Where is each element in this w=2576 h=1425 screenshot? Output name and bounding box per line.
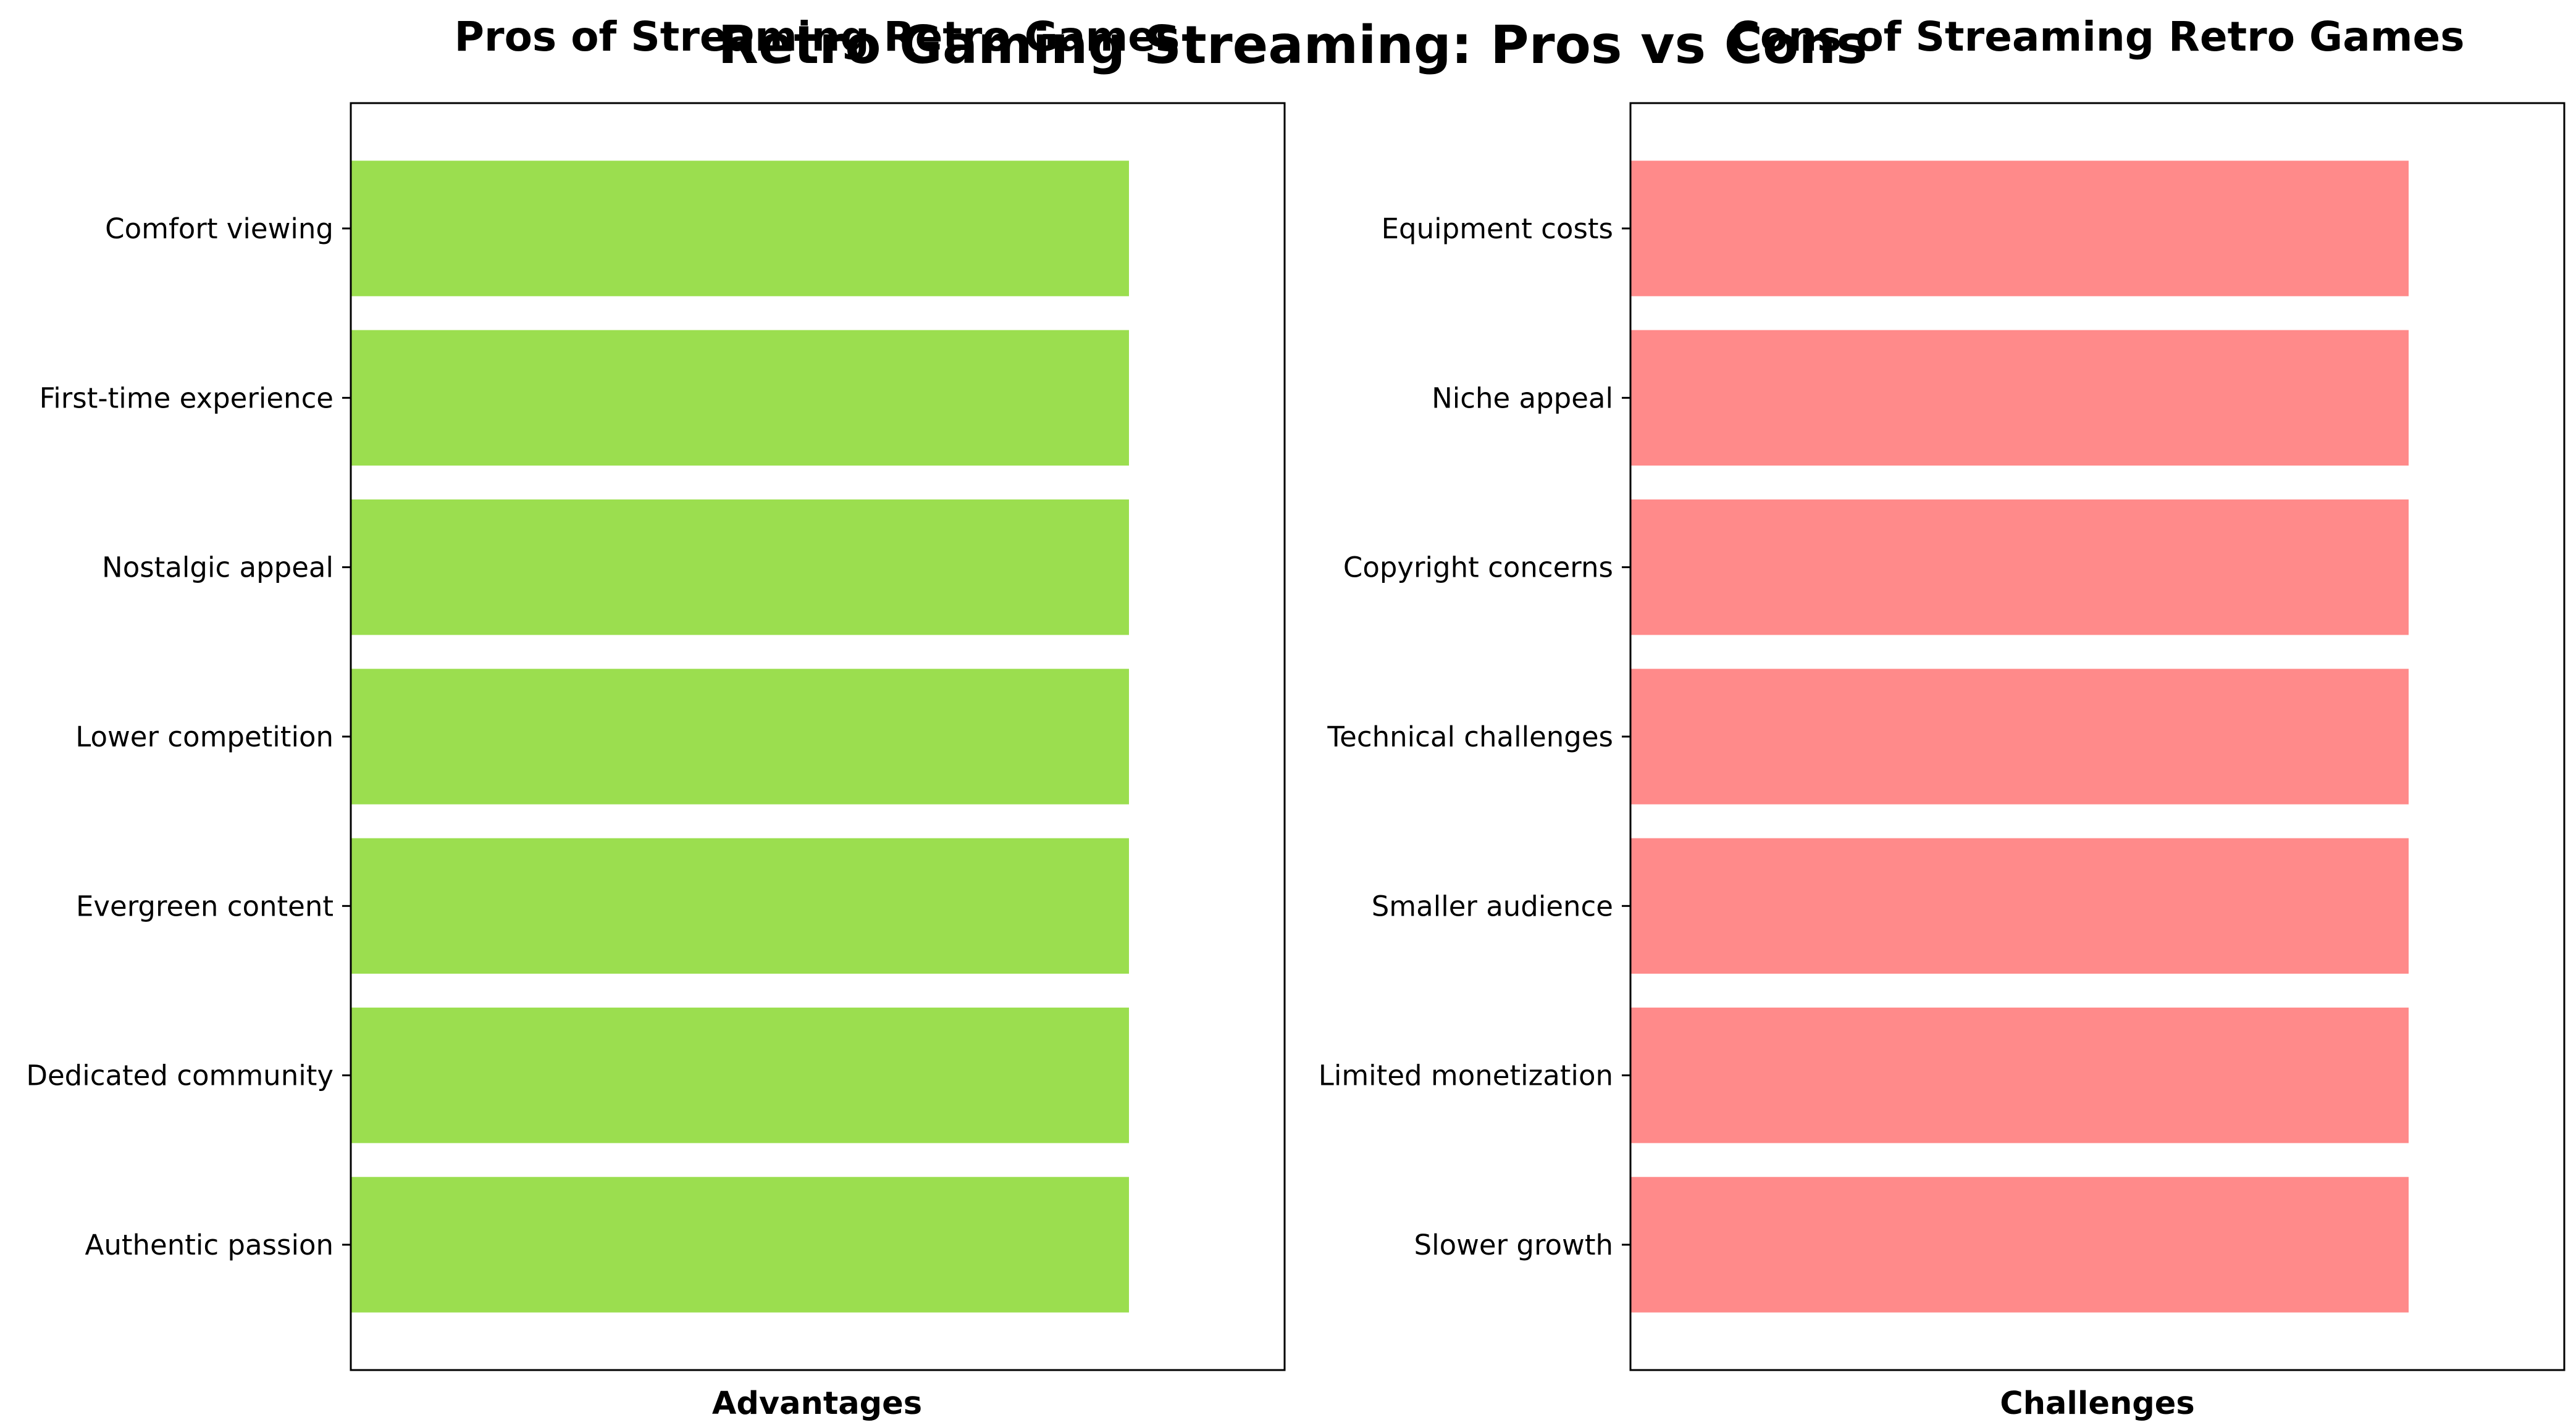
figure-title: Retro Gaming Streaming: Pros vs Cons xyxy=(718,15,1867,76)
pros-chart-title: Pros of Streaming Retro Games xyxy=(455,13,1180,61)
cons-panel: Cons of Streaming Retro Games Equipment … xyxy=(1319,13,2566,1422)
cons-bar xyxy=(1630,1007,2409,1143)
cons-bar xyxy=(1630,499,2409,635)
cons-bars xyxy=(1630,161,2409,1313)
pros-y-tick-label: Authentic passion xyxy=(85,1229,334,1261)
cons-y-ticks: Equipment costs Niche appeal Copyright con… xyxy=(1319,212,1630,1261)
pros-bar xyxy=(351,669,1129,804)
pros-bar xyxy=(351,499,1129,635)
cons-y-tick-label: Limited monetization xyxy=(1319,1059,1613,1092)
pros-bars xyxy=(351,161,1129,1313)
cons-y-tick-label: Slower growth xyxy=(1414,1229,1613,1261)
pros-bar xyxy=(351,1177,1129,1313)
pros-bar xyxy=(351,838,1129,974)
cons-bar xyxy=(1630,161,2409,296)
pros-y-ticks: Comfort viewing First-time experience Nost… xyxy=(26,212,351,1261)
cons-y-tick-label: Technical challenges xyxy=(1327,721,1613,753)
cons-bar xyxy=(1630,330,2409,466)
pros-y-tick-label: Nostalgic appeal xyxy=(102,551,334,584)
pros-bar xyxy=(351,1007,1129,1143)
pros-bar xyxy=(351,330,1129,466)
pros-bar xyxy=(351,161,1129,296)
pros-panel: Pros of Streaming Retro Games Comfort vi… xyxy=(26,13,1286,1422)
pros-y-tick-label: Evergreen content xyxy=(76,890,334,922)
pros-y-tick-label: First-time experience xyxy=(40,382,334,414)
cons-bar xyxy=(1630,838,2409,974)
cons-bar xyxy=(1630,669,2409,804)
cons-chart-title: Cons of Streaming Retro Games xyxy=(1730,13,2464,61)
pros-y-tick-label: Lower competition xyxy=(75,721,334,753)
pros-y-tick-label: Comfort viewing xyxy=(105,212,334,245)
cons-x-axis-label: Challenges xyxy=(2000,1385,2194,1422)
cons-y-tick-label: Niche appeal xyxy=(1432,382,1613,414)
pros-x-axis-label: Advantages xyxy=(712,1385,922,1422)
cons-bar xyxy=(1630,1177,2409,1313)
cons-y-tick-label: Smaller audience xyxy=(1372,890,1613,922)
pros-y-tick-label: Dedicated community xyxy=(26,1059,334,1092)
cons-y-tick-label: Equipment costs xyxy=(1382,212,1613,245)
cons-y-tick-label: Copyright concerns xyxy=(1343,551,1613,584)
